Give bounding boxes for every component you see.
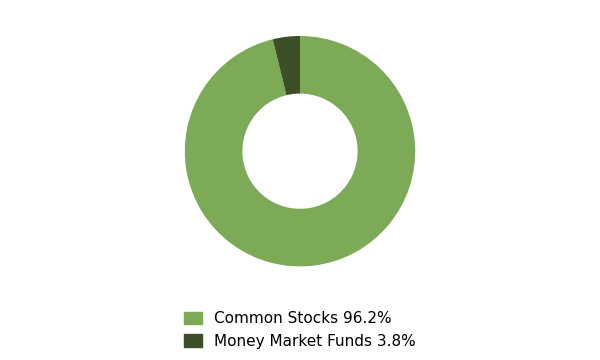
Wedge shape — [185, 36, 415, 266]
Wedge shape — [273, 36, 300, 95]
Legend: Common Stocks 96.2%, Money Market Funds 3.8%: Common Stocks 96.2%, Money Market Funds … — [184, 311, 416, 349]
